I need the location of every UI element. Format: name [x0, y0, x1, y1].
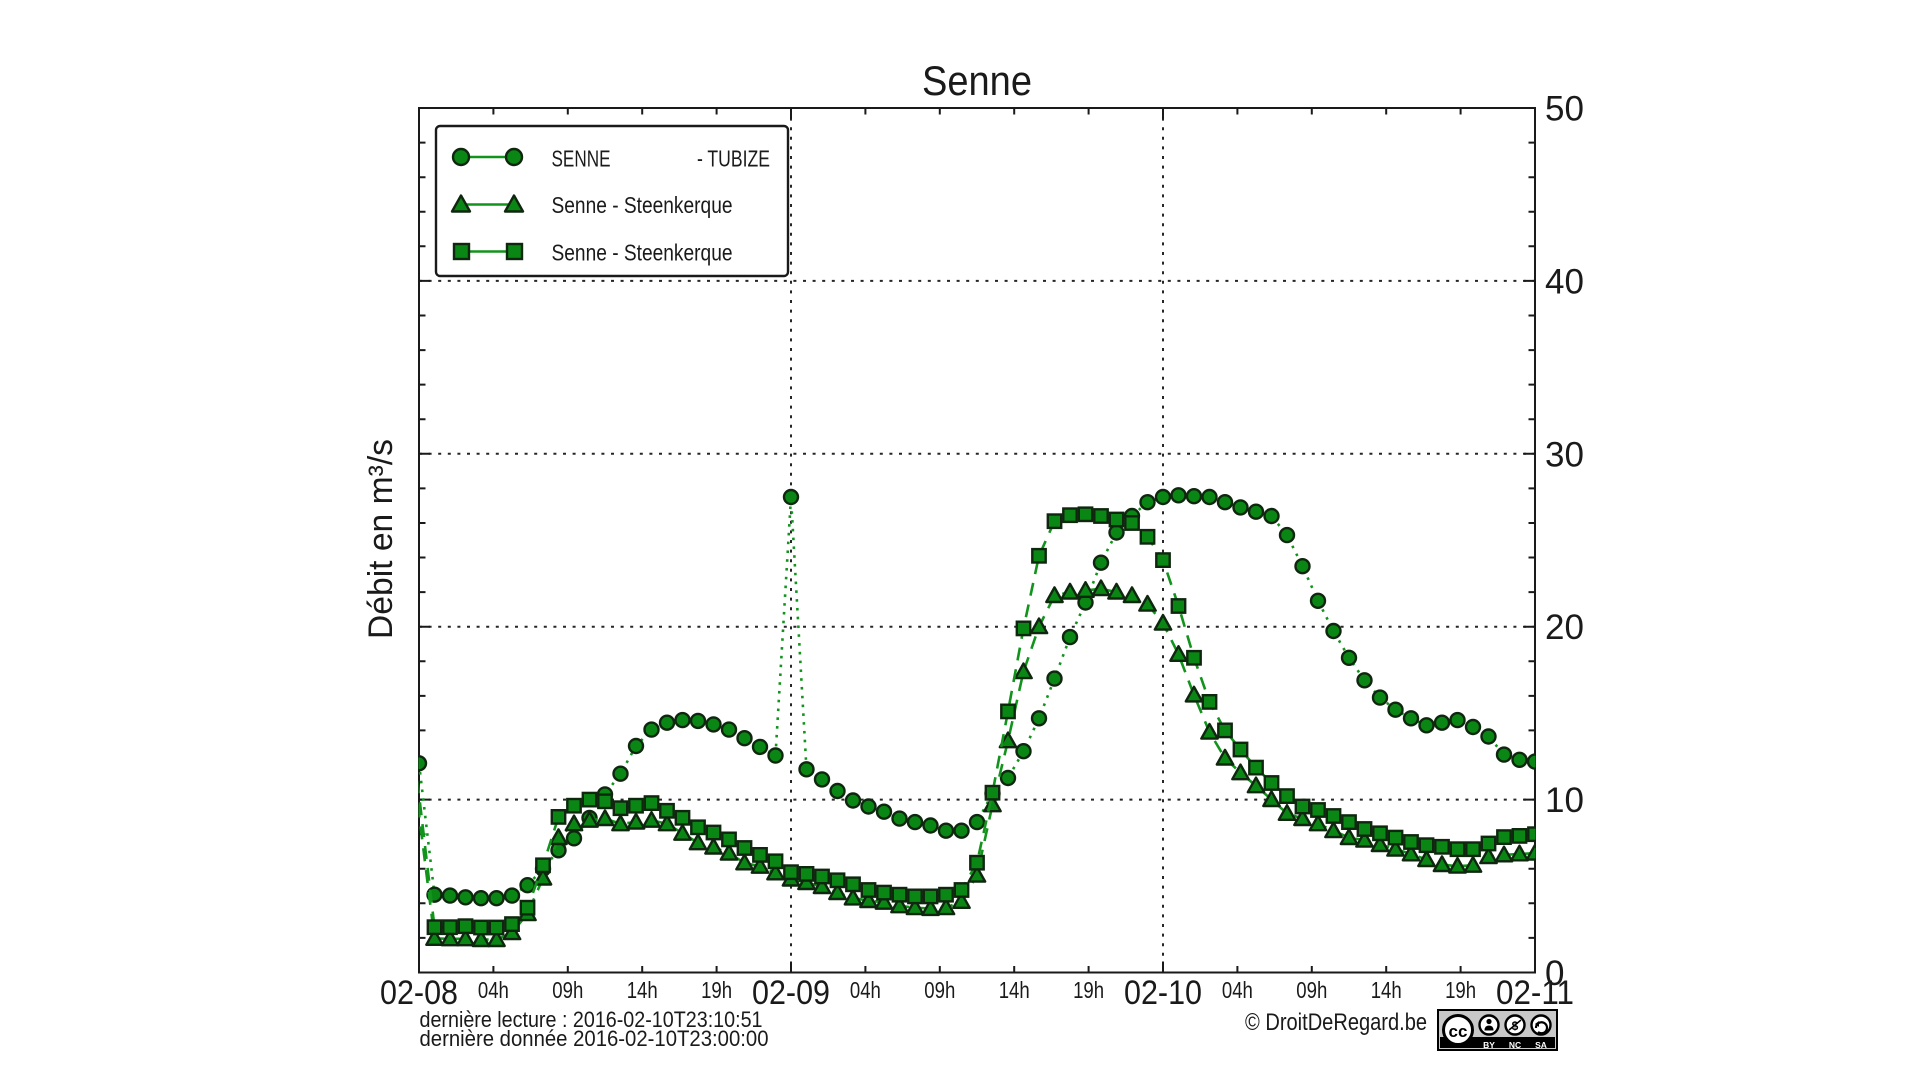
svg-text:14h: 14h	[627, 977, 658, 1003]
svg-text:40: 40	[1545, 262, 1584, 301]
svg-text:© DroitDeRegard.be: © DroitDeRegard.be	[1245, 1009, 1427, 1036]
svg-text:09h: 09h	[924, 977, 955, 1003]
svg-text:0: 0	[1545, 954, 1564, 993]
svg-text:09h: 09h	[552, 977, 583, 1003]
svg-text:19h: 19h	[1073, 977, 1104, 1003]
svg-text:02-10: 02-10	[1124, 974, 1202, 1012]
svg-text:04h: 04h	[1222, 977, 1253, 1003]
svg-text:10: 10	[1545, 781, 1584, 820]
svg-text:Débit en m³/s: Débit en m³/s	[362, 439, 400, 639]
svg-text:Senne - Steenkerque: Senne - Steenkerque	[552, 192, 733, 218]
svg-text:14h: 14h	[1371, 977, 1402, 1003]
svg-text:NC: NC	[1509, 1040, 1521, 1050]
svg-text:- TUBIZE: - TUBIZE	[697, 146, 770, 172]
svg-text:dernière donnée 2016-02-10T23: dernière donnée 2016-02-10T23:00:00	[420, 1026, 769, 1051]
svg-text:02-08: 02-08	[380, 974, 458, 1012]
svg-text:19h: 19h	[1445, 977, 1476, 1003]
svg-text:BY: BY	[1483, 1040, 1495, 1050]
svg-text:SA: SA	[1535, 1040, 1547, 1050]
svg-text:30: 30	[1545, 435, 1584, 474]
svg-text:02-09: 02-09	[752, 974, 830, 1012]
svg-text:20: 20	[1545, 608, 1584, 647]
svg-text:04h: 04h	[850, 977, 881, 1003]
svg-text:02-11: 02-11	[1496, 974, 1574, 1012]
svg-text:Senne - Steenkerque: Senne - Steenkerque	[552, 240, 733, 266]
svg-text:cc: cc	[1449, 1022, 1468, 1041]
svg-text:50: 50	[1545, 90, 1584, 129]
svg-text:SENNE: SENNE	[552, 146, 611, 172]
svg-text:dernière lecture : 2016-02-10T: dernière lecture : 2016-02-10T23:10:51	[420, 1007, 763, 1032]
svg-text:14h: 14h	[999, 977, 1030, 1003]
svg-text:Senne: Senne	[922, 57, 1032, 104]
svg-text:09h: 09h	[1296, 977, 1327, 1003]
svg-text:$: $	[1512, 1019, 1519, 1033]
svg-text:04h: 04h	[478, 977, 509, 1003]
svg-text:19h: 19h	[701, 977, 732, 1003]
